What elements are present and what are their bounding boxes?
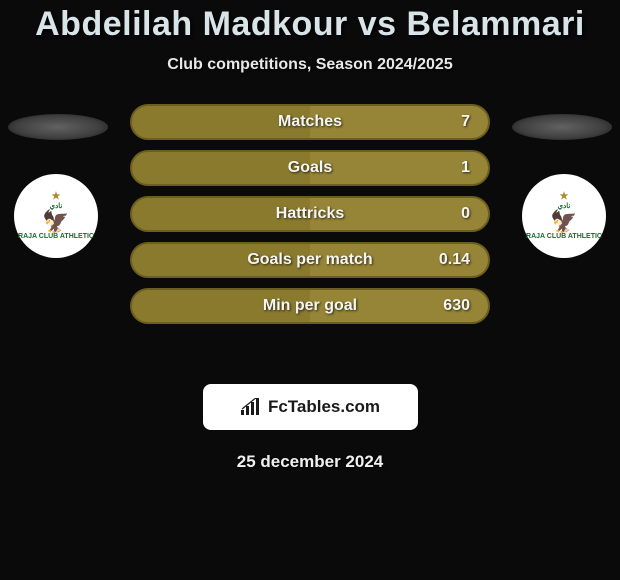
stat-bar: Goals 1 — [130, 150, 490, 186]
eagle-icon: 🦅 — [18, 211, 94, 233]
player-shadow-left — [8, 114, 108, 140]
stat-bar: Matches 7 — [130, 104, 490, 140]
stat-value: 7 — [461, 113, 470, 131]
star-icon: ★ — [526, 191, 602, 203]
stat-label: Hattricks — [276, 205, 344, 223]
date-text: 25 december 2024 — [0, 452, 620, 472]
stats-area: ★ نادي 🦅 RAJA CLUB ATHLETIC ★ نادي 🦅 RAJ… — [0, 104, 620, 364]
stat-value: 630 — [443, 297, 470, 315]
club-logo-right: ★ نادي 🦅 RAJA CLUB ATHLETIC — [522, 174, 606, 258]
stat-label: Min per goal — [263, 297, 357, 315]
subtitle: Club competitions, Season 2024/2025 — [0, 56, 620, 74]
stat-bars: Matches 7 Goals 1 Hattricks 0 Goals per … — [130, 104, 490, 334]
stat-bar: Hattricks 0 — [130, 196, 490, 232]
player-shadow-right — [512, 114, 612, 140]
brand-text: FcTables.com — [268, 397, 380, 417]
brand-box: FcTables.com — [203, 384, 418, 430]
club-logo-left: ★ نادي 🦅 RAJA CLUB ATHLETIC — [14, 174, 98, 258]
stat-value: 1 — [461, 159, 470, 177]
stat-bar: Goals per match 0.14 — [130, 242, 490, 278]
club-bottom-text: RAJA CLUB ATHLETIC — [18, 233, 94, 241]
eagle-icon: 🦅 — [526, 211, 602, 233]
club-bottom-text: RAJA CLUB ATHLETIC — [526, 233, 602, 241]
infographic-container: Abdelilah Madkour vs Belammari Club comp… — [0, 0, 620, 472]
stat-value: 0.14 — [439, 251, 470, 269]
chart-icon — [240, 398, 262, 416]
club-logo-inner: ★ نادي 🦅 RAJA CLUB ATHLETIC — [18, 191, 94, 242]
stat-bar: Min per goal 630 — [130, 288, 490, 324]
page-title: Abdelilah Madkour vs Belammari — [0, 5, 620, 44]
club-logo-inner: ★ نادي 🦅 RAJA CLUB ATHLETIC — [526, 191, 602, 242]
star-icon: ★ — [18, 191, 94, 203]
stat-label: Goals per match — [247, 251, 372, 269]
stat-label: Matches — [278, 113, 342, 131]
stat-value: 0 — [461, 205, 470, 223]
stat-label: Goals — [288, 159, 332, 177]
